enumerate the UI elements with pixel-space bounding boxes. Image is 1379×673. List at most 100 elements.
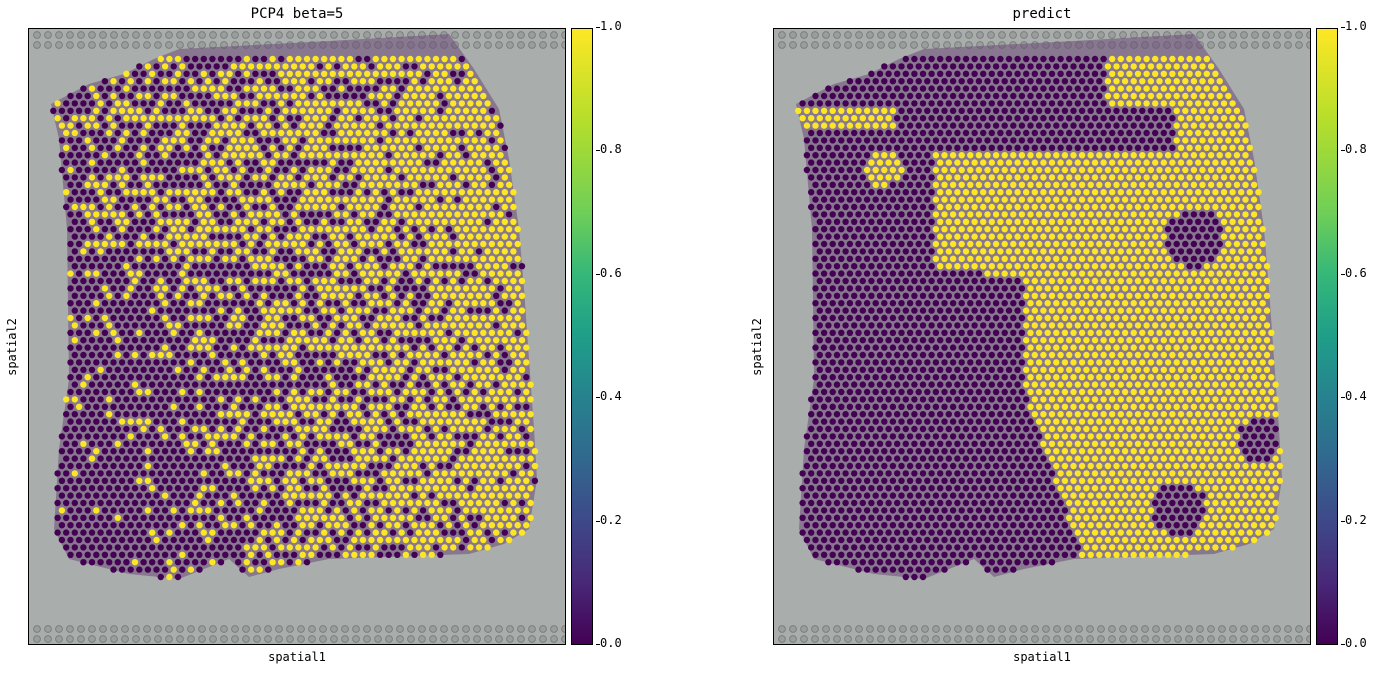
spot xyxy=(123,337,130,344)
spot xyxy=(84,285,91,292)
spot xyxy=(213,359,220,366)
spot xyxy=(325,359,332,366)
spot xyxy=(514,270,521,277)
spot xyxy=(1220,129,1228,137)
spot xyxy=(1207,92,1215,100)
spot xyxy=(859,174,866,181)
spot xyxy=(919,174,927,181)
spot xyxy=(161,507,169,514)
spot xyxy=(958,78,965,85)
spot xyxy=(381,396,388,403)
spot xyxy=(127,78,134,85)
spot xyxy=(252,366,259,373)
fiducial-marker xyxy=(1229,41,1237,49)
spot xyxy=(1005,174,1013,181)
fiducial-marker xyxy=(286,31,294,39)
fiducial-marker xyxy=(921,635,929,643)
spot xyxy=(204,270,212,277)
fiducial-marker xyxy=(1152,635,1160,643)
spot xyxy=(441,307,448,314)
fiducial-marker xyxy=(1284,31,1292,39)
spot xyxy=(372,544,379,551)
spot xyxy=(179,270,186,277)
spot xyxy=(140,307,147,314)
spot xyxy=(239,566,246,573)
spot xyxy=(239,152,246,159)
spot xyxy=(450,544,457,551)
spot xyxy=(471,314,478,322)
fiducial-marker xyxy=(976,635,984,643)
spot xyxy=(407,381,414,388)
spot xyxy=(467,174,474,181)
spot xyxy=(462,226,470,233)
spot xyxy=(329,440,336,447)
spot xyxy=(376,211,384,218)
spot xyxy=(166,233,173,240)
spot xyxy=(941,63,948,70)
spot xyxy=(170,344,177,351)
spot xyxy=(136,166,143,174)
spot xyxy=(980,55,987,63)
spot xyxy=(1091,100,1099,107)
spot xyxy=(1216,152,1223,159)
spot xyxy=(1087,122,1094,129)
spot xyxy=(419,374,427,381)
fiducial-marker xyxy=(855,31,863,39)
spot xyxy=(192,55,199,63)
spot xyxy=(84,122,91,129)
spot xyxy=(346,485,354,492)
spot xyxy=(480,300,487,307)
spot xyxy=(338,499,345,507)
spot xyxy=(1203,85,1210,92)
spot xyxy=(1096,166,1103,174)
spot xyxy=(247,536,255,544)
spot xyxy=(278,129,285,137)
fiducial-marker xyxy=(198,625,206,633)
spot xyxy=(833,174,841,181)
fiducial-marker xyxy=(1273,635,1281,643)
spot xyxy=(398,248,405,255)
spot xyxy=(325,507,332,514)
spot xyxy=(217,514,225,521)
spot xyxy=(106,455,113,462)
spot xyxy=(402,107,410,115)
spot xyxy=(1177,159,1185,166)
spot xyxy=(407,455,414,462)
spot xyxy=(462,300,470,307)
spot xyxy=(127,403,134,410)
spot xyxy=(80,470,87,477)
spot xyxy=(1018,78,1026,85)
spot xyxy=(63,485,70,492)
spot xyxy=(868,129,875,137)
fiducial-marker xyxy=(319,31,327,39)
spot xyxy=(484,470,491,477)
spot xyxy=(333,448,341,455)
spot xyxy=(239,403,246,410)
spot xyxy=(230,536,238,544)
spot xyxy=(368,403,375,410)
spot xyxy=(67,551,74,558)
spot xyxy=(432,292,440,299)
spot xyxy=(424,248,431,255)
spot xyxy=(863,107,871,115)
spot xyxy=(458,218,465,225)
spot xyxy=(1147,92,1155,100)
spot xyxy=(1031,174,1038,181)
spot xyxy=(445,477,453,484)
spot xyxy=(295,292,302,299)
spot xyxy=(278,455,285,462)
spot xyxy=(144,255,152,262)
spot xyxy=(265,566,272,573)
spot xyxy=(286,307,293,314)
spot xyxy=(394,255,401,262)
spot xyxy=(407,85,414,92)
fiducial-marker xyxy=(132,41,140,49)
spot xyxy=(282,314,289,322)
spot xyxy=(411,329,418,336)
spot xyxy=(101,166,109,174)
spot xyxy=(93,211,100,218)
spot xyxy=(415,514,422,521)
spot xyxy=(355,337,362,344)
spot xyxy=(428,107,435,115)
spot xyxy=(876,100,884,107)
